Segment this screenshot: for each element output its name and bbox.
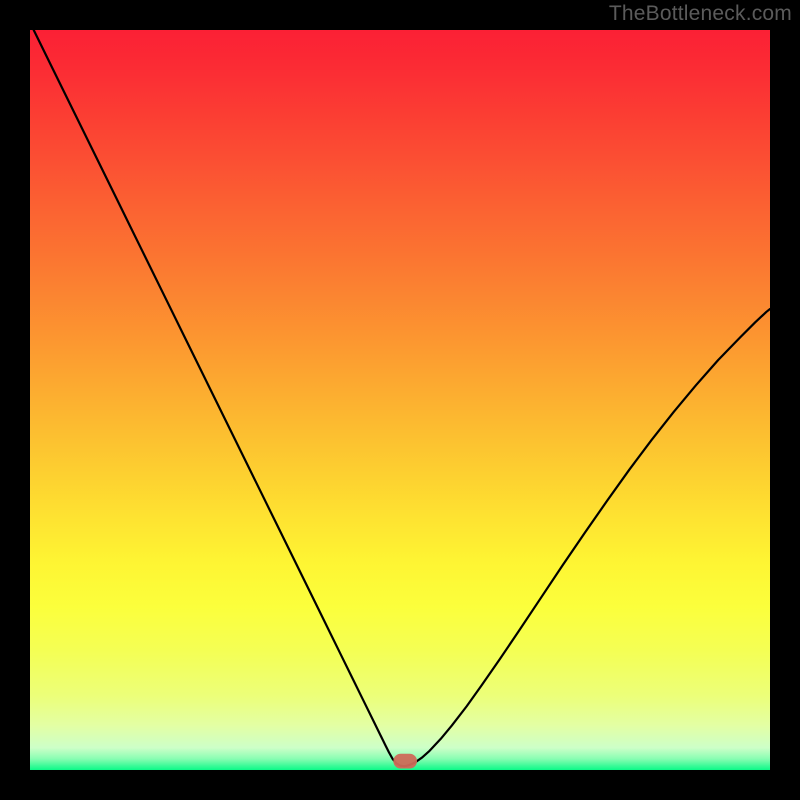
- watermark-text: TheBottleneck.com: [609, 2, 792, 26]
- bottleneck-chart: [30, 30, 770, 770]
- chart-svg: [30, 30, 770, 770]
- chart-frame: TheBottleneck.com: [0, 0, 800, 800]
- gradient-background: [30, 30, 770, 770]
- optimum-marker: [393, 754, 417, 769]
